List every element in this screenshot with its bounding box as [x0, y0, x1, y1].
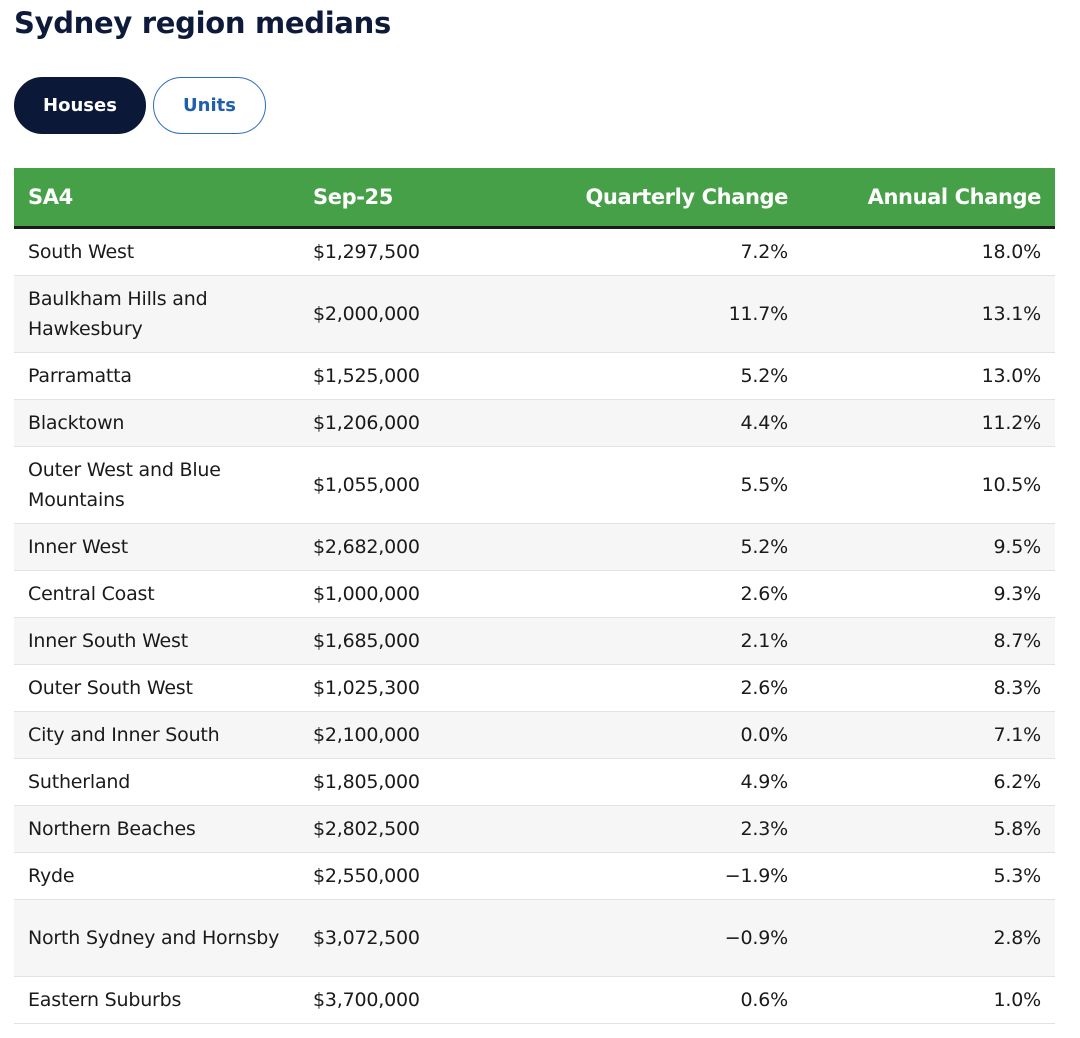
quarterly-change-cell: 2.6%	[489, 664, 802, 712]
median-price-cell: $1,206,000	[299, 399, 489, 447]
table-row: Sutherland $1,805,000 4.9% 6.2%	[14, 758, 1055, 806]
median-price-cell: $2,100,000	[299, 711, 489, 759]
annual-change-cell: 5.3%	[802, 852, 1055, 900]
region-cell: Parramatta	[14, 352, 299, 400]
table-row: Baulkham Hills and Hawkesbury $2,000,000…	[14, 275, 1055, 353]
medians-table-container: SA4 Sep-25 Quarterly Change Annual Chang…	[14, 168, 1055, 1024]
table-row: Northern Beaches $2,802,500 2.3% 5.8%	[14, 805, 1055, 853]
region-cell: South West	[14, 227, 299, 276]
quarterly-change-cell: 5.2%	[489, 352, 802, 400]
property-type-tabs: Houses Units	[14, 77, 266, 134]
annual-change-cell: 10.5%	[802, 446, 1055, 524]
medians-table: SA4 Sep-25 Quarterly Change Annual Chang…	[14, 168, 1055, 1024]
median-price-cell: $1,805,000	[299, 758, 489, 806]
median-price-cell: $1,685,000	[299, 617, 489, 665]
table-row: Outer West and Blue Mountains $1,055,000…	[14, 446, 1055, 524]
table-row: Ryde $2,550,000 −1.9% 5.3%	[14, 852, 1055, 900]
median-price-cell: $1,000,000	[299, 570, 489, 618]
quarterly-change-cell: 11.7%	[489, 275, 802, 353]
quarterly-change-cell: 4.4%	[489, 399, 802, 447]
annual-change-cell: 6.2%	[802, 758, 1055, 806]
median-price-cell: $1,297,500	[299, 227, 489, 276]
median-price-cell: $2,682,000	[299, 523, 489, 571]
table-row: Inner West $2,682,000 5.2% 9.5%	[14, 523, 1055, 571]
annual-change-cell: 9.5%	[802, 523, 1055, 571]
region-cell: Central Coast	[14, 570, 299, 618]
quarterly-change-cell: 2.3%	[489, 805, 802, 853]
table-row: South West $1,297,500 7.2% 18.0%	[14, 227, 1055, 276]
median-price-cell: $2,000,000	[299, 275, 489, 353]
page-title: Sydney region medians	[14, 6, 391, 40]
column-header-quarterly-change[interactable]: Quarterly Change	[489, 168, 802, 229]
annual-change-cell: 11.2%	[802, 399, 1055, 447]
tab-houses[interactable]: Houses	[14, 77, 146, 134]
table-row: City and Inner South $2,100,000 0.0% 7.1…	[14, 711, 1055, 759]
median-price-cell: $2,550,000	[299, 852, 489, 900]
region-cell: Northern Beaches	[14, 805, 299, 853]
median-price-cell: $3,700,000	[299, 976, 489, 1024]
column-header-annual-change[interactable]: Annual Change	[802, 168, 1055, 229]
median-price-cell: $2,802,500	[299, 805, 489, 853]
column-header-sa4[interactable]: SA4	[14, 168, 299, 229]
annual-change-cell: 8.7%	[802, 617, 1055, 665]
region-cell: Baulkham Hills and Hawkesbury	[14, 275, 299, 353]
quarterly-change-cell: −1.9%	[489, 852, 802, 900]
region-cell: Sutherland	[14, 758, 299, 806]
region-cell: Inner West	[14, 523, 299, 571]
column-header-sep-25[interactable]: Sep-25	[299, 168, 489, 229]
quarterly-change-cell: 5.5%	[489, 446, 802, 524]
table-header-row: SA4 Sep-25 Quarterly Change Annual Chang…	[14, 168, 1055, 229]
annual-change-cell: 7.1%	[802, 711, 1055, 759]
table-row: North Sydney and Hornsby $3,072,500 −0.9…	[14, 899, 1055, 977]
quarterly-change-cell: 5.2%	[489, 523, 802, 571]
region-cell: Eastern Suburbs	[14, 976, 299, 1024]
table-row: Parramatta $1,525,000 5.2% 13.0%	[14, 352, 1055, 400]
quarterly-change-cell: 2.6%	[489, 570, 802, 618]
annual-change-cell: 5.8%	[802, 805, 1055, 853]
region-cell: Ryde	[14, 852, 299, 900]
region-cell: Blacktown	[14, 399, 299, 447]
annual-change-cell: 1.0%	[802, 976, 1055, 1024]
quarterly-change-cell: 2.1%	[489, 617, 802, 665]
annual-change-cell: 2.8%	[802, 899, 1055, 977]
table-row: Central Coast $1,000,000 2.6% 9.3%	[14, 570, 1055, 618]
quarterly-change-cell: 0.0%	[489, 711, 802, 759]
region-cell: Inner South West	[14, 617, 299, 665]
annual-change-cell: 9.3%	[802, 570, 1055, 618]
tab-units[interactable]: Units	[153, 77, 266, 134]
median-price-cell: $1,025,300	[299, 664, 489, 712]
median-price-cell: $1,525,000	[299, 352, 489, 400]
quarterly-change-cell: 0.6%	[489, 976, 802, 1024]
region-cell: North Sydney and Hornsby	[14, 899, 299, 977]
annual-change-cell: 13.0%	[802, 352, 1055, 400]
region-cell: City and Inner South	[14, 711, 299, 759]
annual-change-cell: 18.0%	[802, 227, 1055, 276]
quarterly-change-cell: −0.9%	[489, 899, 802, 977]
table-body: South West $1,297,500 7.2% 18.0% Baulkha…	[14, 227, 1055, 1024]
table-row: Inner South West $1,685,000 2.1% 8.7%	[14, 617, 1055, 665]
table-row: Blacktown $1,206,000 4.4% 11.2%	[14, 399, 1055, 447]
median-price-cell: $1,055,000	[299, 446, 489, 524]
quarterly-change-cell: 4.9%	[489, 758, 802, 806]
table-row: Outer South West $1,025,300 2.6% 8.3%	[14, 664, 1055, 712]
region-cell: Outer West and Blue Mountains	[14, 446, 299, 524]
region-cell: Outer South West	[14, 664, 299, 712]
median-price-cell: $3,072,500	[299, 899, 489, 977]
annual-change-cell: 13.1%	[802, 275, 1055, 353]
table-row: Eastern Suburbs $3,700,000 0.6% 1.0%	[14, 976, 1055, 1024]
annual-change-cell: 8.3%	[802, 664, 1055, 712]
quarterly-change-cell: 7.2%	[489, 227, 802, 276]
